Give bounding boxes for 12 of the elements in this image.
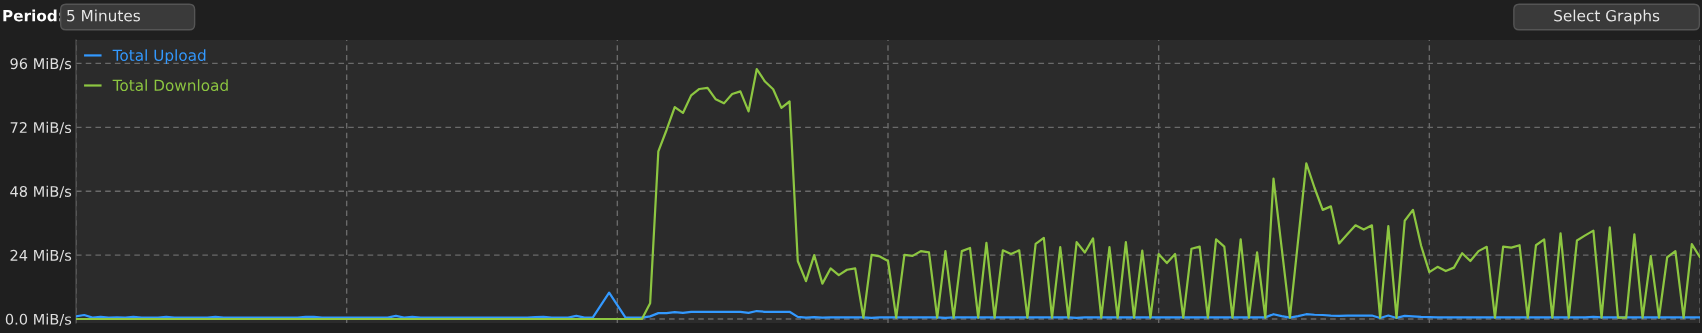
text: Select Graphs <box>1554 9 1660 25</box>
line-series <box>76 291 1700 320</box>
text: 5 Minutes <box>67 9 140 22</box>
text: Period: <box>3 9 63 22</box>
y-tick-label: 0.0 MiB/s <box>5 313 72 326</box>
legend-label: Total Download <box>112 79 228 92</box>
y-tick-label: 96 MiB/s <box>10 57 72 71</box>
legend-label: Total Upload <box>112 49 206 64</box>
y-tick-label: 48 MiB/s <box>10 185 72 199</box>
line-series <box>76 67 1700 321</box>
y-tick-label: 72 MiB/s <box>10 121 72 135</box>
y-tick-label: 24 MiB/s <box>10 249 72 263</box>
